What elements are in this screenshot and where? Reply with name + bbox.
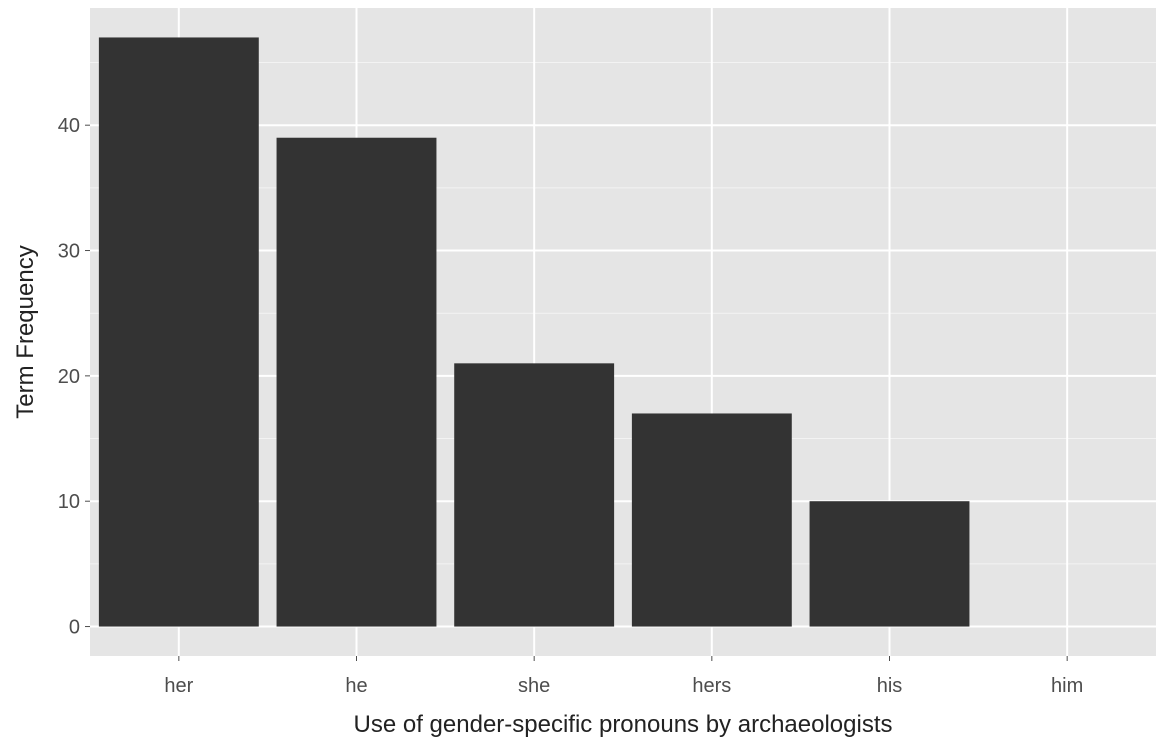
x-axis-title: Use of gender-specific pronouns by archa… [354,711,893,738]
x-tick-label-he: he [345,675,367,697]
x-tick-label-him: him [1051,675,1083,697]
y-tick-label: 20 [58,366,80,388]
plot-panel [90,8,1156,656]
minor-gridlines [90,62,1156,565]
bar-he [276,137,437,627]
x-tick-label-her: her [164,675,193,697]
x-tick-label-hers: hers [692,675,731,697]
bar-her [98,37,259,627]
y-tick-label: 30 [58,241,80,263]
bar-hers [631,413,792,627]
y-axis-ticks: 0 10 20 30 40 [58,115,90,639]
bars [98,37,970,627]
y-tick-label: 0 [69,617,80,639]
y-tick-label: 40 [58,115,80,137]
y-tick-label: 10 [58,491,80,513]
y-axis-title: Term Frequency [12,245,39,418]
bar-his [809,501,970,627]
x-axis-ticks: her he she hers his him [164,656,1083,697]
x-tick-label-she: she [518,675,550,697]
bar-she [454,363,615,627]
x-tick-label-his: his [877,675,903,697]
